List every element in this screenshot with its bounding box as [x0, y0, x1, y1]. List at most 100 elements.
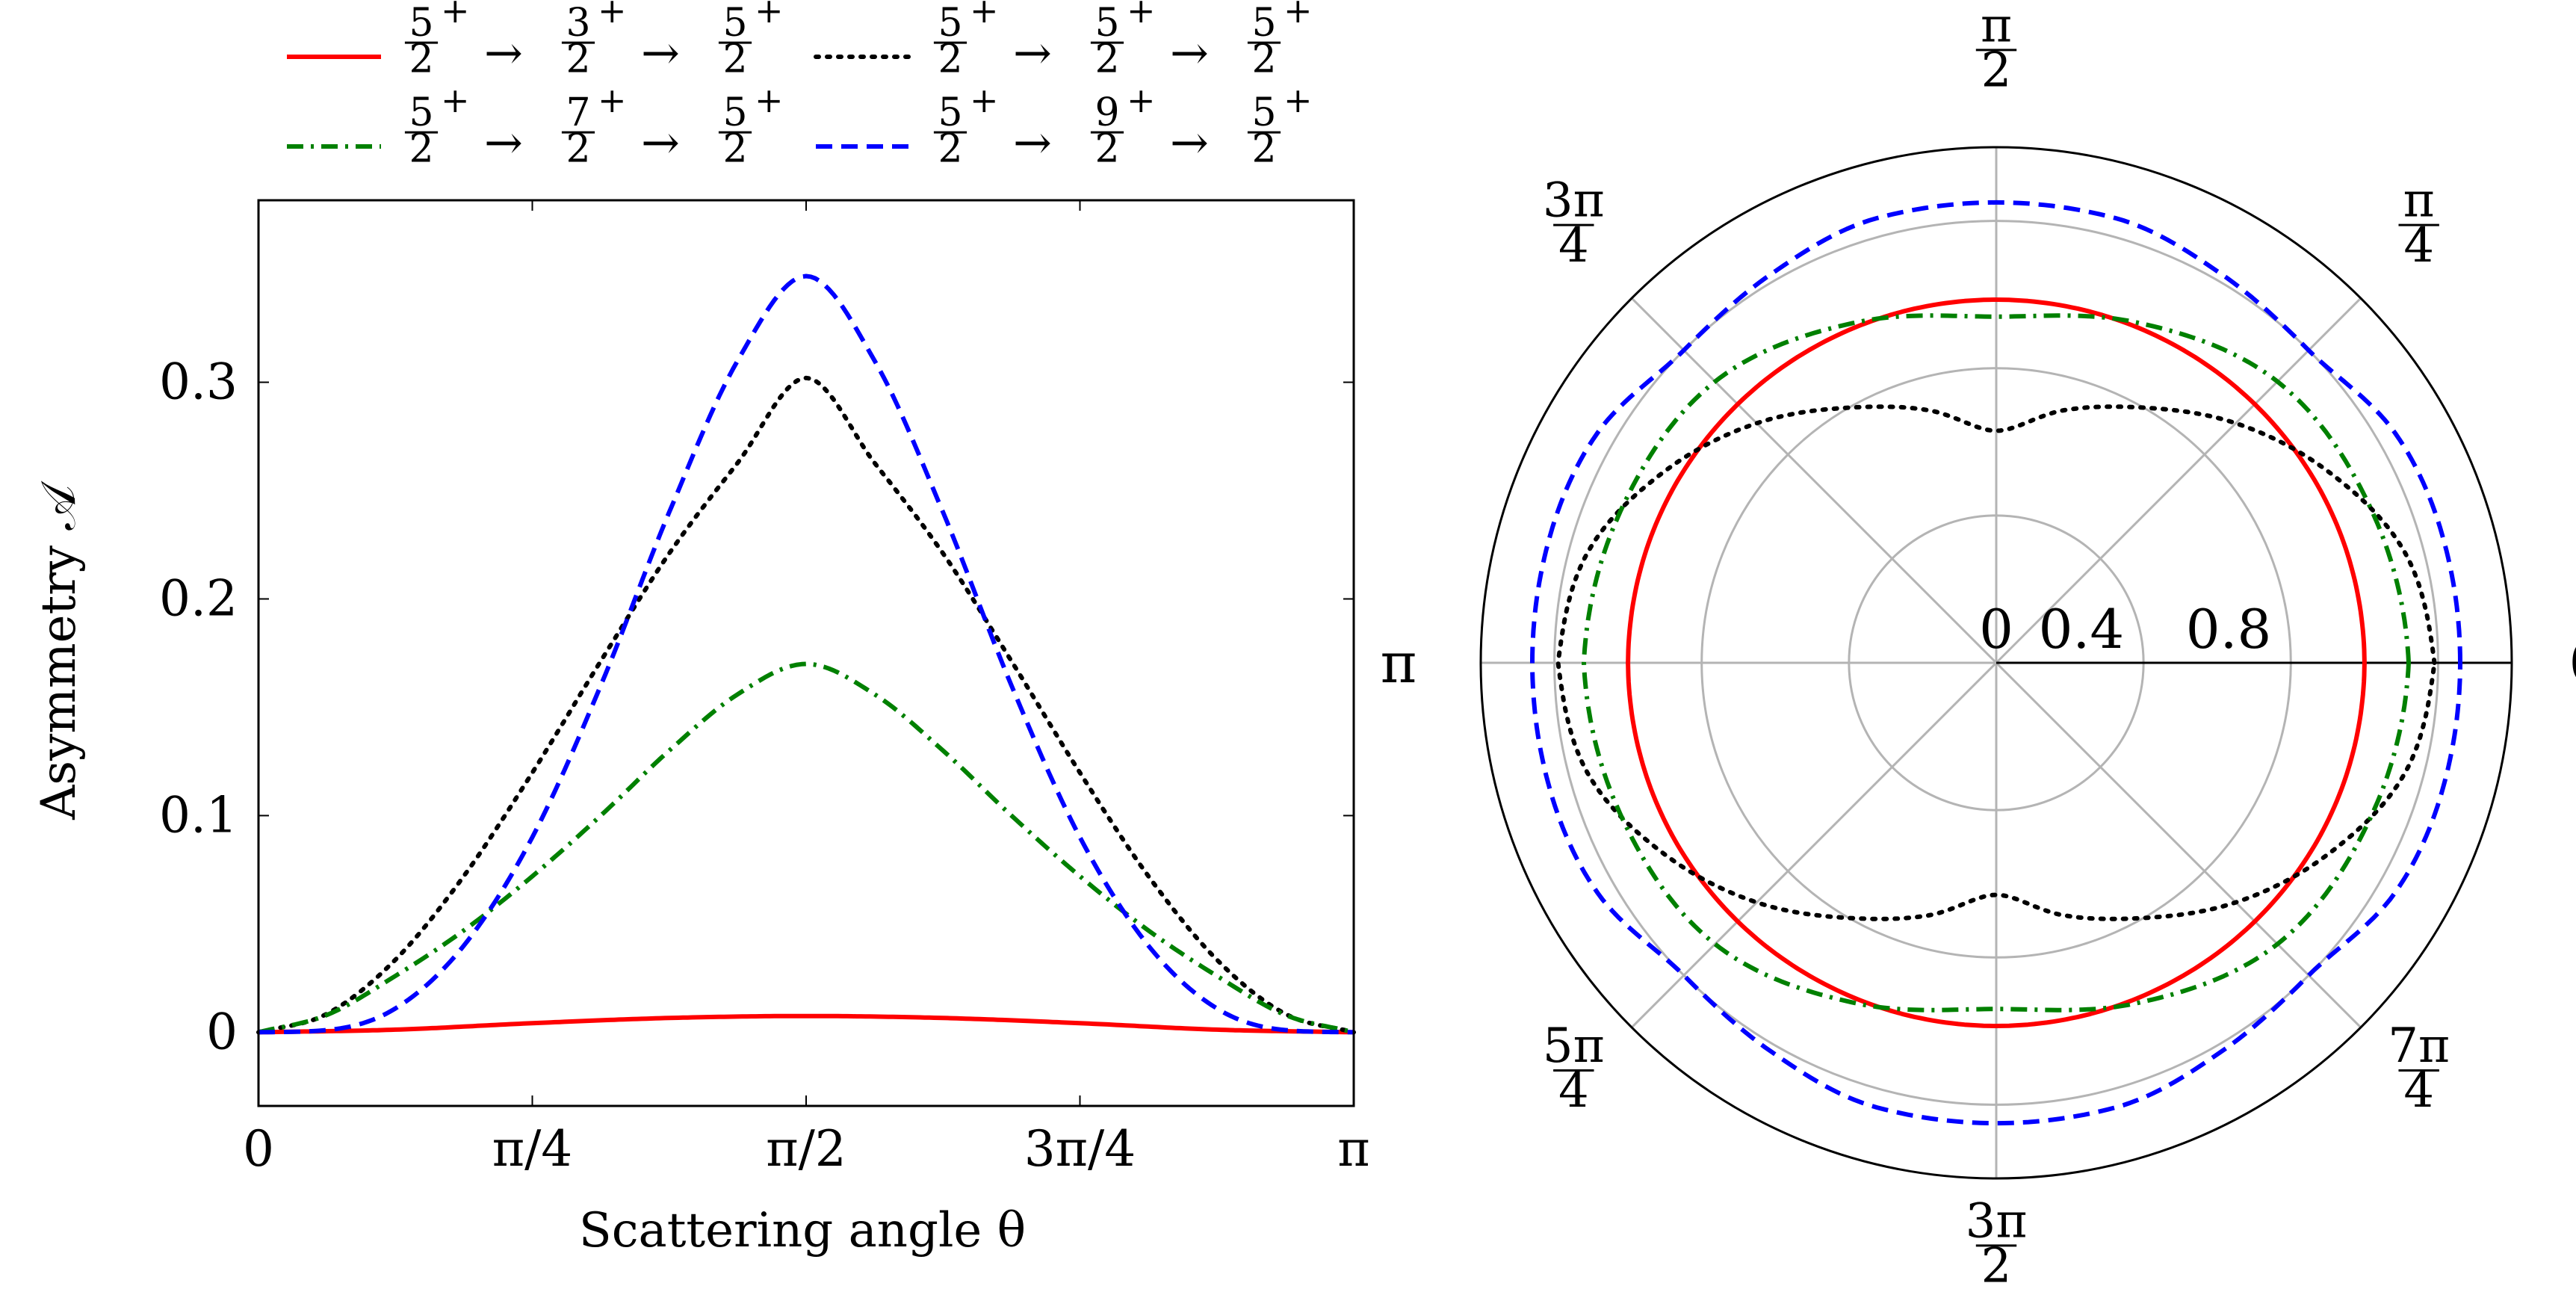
series-line-s92: [258, 273, 1354, 1035]
legend-spin-denominator: 2: [566, 37, 590, 82]
legend-entry-s52: 52+→52+→52+: [814, 0, 1313, 82]
y-axis-label: Asymmetry 𝒜: [31, 480, 87, 820]
angular-grid-spoke: [1631, 297, 1998, 664]
legend-spin-numerator: 5: [938, 90, 962, 135]
radial-tick-label: 0.8: [2186, 598, 2272, 661]
plot-frame: [257, 199, 1355, 1107]
angle-label: π2: [1975, 0, 2017, 98]
legend-parity: +: [1127, 80, 1156, 120]
polar-outer-circle: [1479, 146, 2513, 1180]
legend-arrow: →: [1013, 25, 1052, 80]
polar-series-s92: [1530, 200, 2462, 1126]
legend-spin-denominator: 2: [409, 37, 433, 82]
legend-spin: 92: [1090, 90, 1124, 172]
legend-spin-denominator: 2: [1251, 37, 1276, 82]
angle-label: 5π4: [1543, 1019, 1605, 1119]
legend: 52+→32+→52+ 52+→52+→52+52+→72+→52+ 52+→92+…: [287, 0, 1313, 172]
angle-label: 0: [2569, 631, 2576, 696]
legend-spin-numerator: 5: [1251, 1, 1276, 46]
angle-label-denominator: 4: [2403, 1063, 2434, 1119]
legend-spin: 52: [933, 1, 967, 82]
legend-arrow: →: [1013, 115, 1052, 170]
x-tick-label: 3π/4: [1024, 1120, 1136, 1178]
angle-label-numerator: 3π: [1966, 1193, 2028, 1249]
legend-entry-s92: 52+→92+→52+: [816, 80, 1313, 172]
angle-label-denominator: 4: [2403, 218, 2434, 273]
legend-spin-denominator: 2: [409, 127, 433, 172]
angle-label: 7π4: [2388, 1019, 2450, 1119]
legend-entry-s32: 52+→32+→52+: [287, 0, 784, 82]
legend-arrow: →: [484, 25, 523, 80]
legend-spin-numerator: 9: [1095, 90, 1119, 135]
angle-label-denominator: 4: [1558, 1063, 1589, 1119]
legend-spin-denominator: 2: [722, 127, 747, 172]
legend-parity: +: [1284, 80, 1313, 120]
legend-spin-denominator: 2: [1095, 127, 1119, 172]
asymmetry-line-chart: Scattering angle θ Asymmetry 𝒜 0 π/4 π/2 3π…: [31, 199, 1370, 1258]
x-tick-label: π/2: [766, 1120, 846, 1178]
legend-spin: 52: [933, 90, 967, 172]
angle-label-denominator: 4: [1558, 218, 1589, 273]
radial-tick-label: 0.4: [2039, 598, 2125, 661]
legend-entry-s72: 52+→72+→52+: [287, 80, 784, 172]
legend-spin-denominator: 2: [1095, 37, 1119, 82]
legend-arrow: →: [1170, 25, 1209, 80]
legend-parity: +: [598, 0, 627, 31]
legend-spin-numerator: 5: [722, 1, 747, 46]
x-tick-label: π: [1337, 1120, 1369, 1178]
angle-label-numerator: 7π: [2388, 1019, 2450, 1074]
legend-spin: 72: [561, 90, 595, 172]
polar-series-s72: [1582, 313, 2411, 1013]
legend-parity: +: [598, 80, 627, 120]
angle-label-numerator: π: [2403, 173, 2435, 229]
x-tick-label: π/4: [492, 1120, 573, 1178]
legend-spin: 52: [1247, 90, 1281, 172]
legend-parity: +: [1284, 0, 1313, 31]
asymmetry-polar-chart: 00.40.80π4π23π4π5π43π27π4: [1381, 0, 2576, 1292]
legend-spin-numerator: 5: [409, 90, 433, 135]
legend-spin: 52: [718, 90, 752, 172]
legend-spin: 52: [404, 90, 439, 172]
x-tick-label: 0: [243, 1120, 274, 1178]
legend-spin-numerator: 3: [566, 1, 590, 46]
y-tick-label: 0.2: [159, 570, 238, 628]
legend-spin-denominator: 2: [566, 127, 590, 172]
angle-label-denominator: 2: [1981, 43, 2012, 98]
angular-grid-spoke: [1631, 661, 1998, 1028]
legend-spin-numerator: 5: [938, 1, 962, 46]
angle-label-denominator: 2: [1981, 1238, 2012, 1292]
legend-arrow: →: [1170, 115, 1209, 170]
legend-arrow: →: [484, 115, 523, 170]
angle-label: π4: [2398, 173, 2439, 273]
angle-label-numerator: 3π: [1543, 173, 1605, 229]
y-tick-label: 0.3: [159, 353, 238, 411]
legend-parity: +: [970, 80, 999, 120]
y-tick-label: 0.1: [159, 786, 238, 844]
angle-label: 3π4: [1543, 173, 1605, 273]
legend-spin-numerator: 5: [722, 90, 747, 135]
legend-spin: 52: [1090, 1, 1124, 82]
legend-parity: +: [1127, 0, 1156, 31]
legend-parity: +: [441, 80, 470, 120]
legend-spin-numerator: 5: [1095, 1, 1119, 46]
angular-grid-spoke: [1995, 297, 2362, 664]
legend-spin: 52: [404, 1, 439, 82]
angle-label: π: [1381, 631, 1417, 696]
legend-spin-numerator: 5: [1251, 90, 1276, 135]
legend-parity: +: [755, 80, 784, 120]
polar-series-s52: [1555, 404, 2437, 921]
angular-grid-spoke: [1995, 661, 2362, 1028]
legend-spin: 32: [561, 1, 595, 82]
legend-spin: 52: [1247, 1, 1281, 82]
polar-series-s32: [1626, 297, 2367, 1028]
legend-arrow: →: [641, 25, 680, 80]
legend-spin: 52: [718, 1, 752, 82]
legend-parity: +: [970, 0, 999, 31]
legend-spin-denominator: 2: [938, 37, 962, 82]
legend-parity: +: [755, 0, 784, 31]
legend-spin-numerator: 5: [409, 1, 433, 46]
x-axis-label: Scattering angle θ: [579, 1203, 1026, 1258]
legend-parity: +: [441, 0, 470, 31]
legend-arrow: →: [641, 115, 680, 170]
